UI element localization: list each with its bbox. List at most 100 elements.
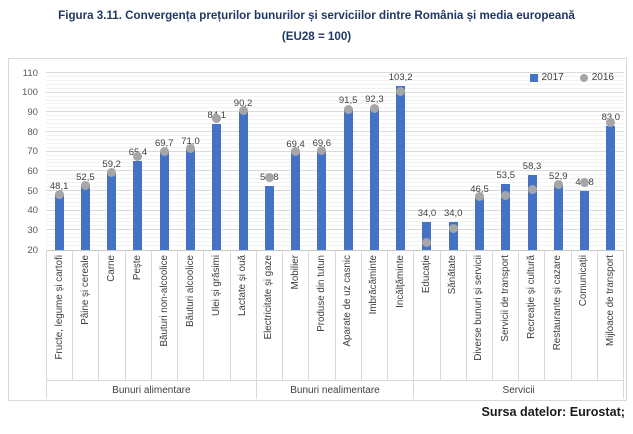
bar-2017 xyxy=(474,197,484,250)
gridline-minor xyxy=(46,83,624,85)
category-column: 59,2 xyxy=(99,73,125,250)
category-label: Carne xyxy=(106,255,118,282)
category-column: 69,6 xyxy=(309,73,335,250)
category-column: 71,0 xyxy=(177,73,203,250)
category-label: Aparate de uz casnic xyxy=(342,255,354,347)
gridline-major xyxy=(46,190,624,191)
y-axis: 110 100 90 80 70 60 50 40 30 20 xyxy=(9,59,42,259)
bar-value-label: 91,5 xyxy=(338,95,358,107)
category-cell: Fructe, legume și cartofi xyxy=(46,250,74,380)
y-axis-label: 60 xyxy=(27,165,38,177)
gridline-major xyxy=(46,91,624,93)
bar-2017 xyxy=(606,126,616,250)
dot-2016 xyxy=(107,167,117,177)
gridline-minor xyxy=(46,182,624,184)
bar-value-label: 34,0 xyxy=(417,208,437,220)
category-cell: Ulei și grăsimi xyxy=(204,250,231,380)
category-column: 58,3 xyxy=(519,73,545,250)
gridline-minor xyxy=(46,99,624,101)
gridline-minor xyxy=(46,127,624,129)
gridline-minor xyxy=(46,123,624,125)
dot-2016 xyxy=(396,87,406,97)
y-axis-label: 90 xyxy=(27,106,38,118)
gridline-minor xyxy=(46,138,624,140)
gridline-minor xyxy=(46,221,624,223)
category-column: 91,5 xyxy=(335,73,361,250)
category-column: 52,5 xyxy=(72,73,98,250)
bar-2017 xyxy=(107,172,117,250)
gridline-minor xyxy=(46,193,624,195)
dot-2016 xyxy=(133,152,143,162)
y-axis-label: 110 xyxy=(22,67,38,79)
bar-2017 xyxy=(501,184,511,250)
gridline-minor xyxy=(46,201,624,203)
legend-circle-icon xyxy=(579,73,588,82)
y-axis-label: 50 xyxy=(27,185,38,197)
bar-2017 xyxy=(553,185,563,250)
category-cell: Electricitate și gaze xyxy=(257,250,284,380)
group-label: Servicii xyxy=(414,381,625,399)
bar-value-label: 69,7 xyxy=(154,138,174,150)
gridline-minor xyxy=(46,95,624,97)
dot-2016 xyxy=(317,146,327,156)
category-label: Îmbrăcăminte xyxy=(368,255,380,315)
gridline-minor xyxy=(46,134,624,136)
gridline-minor xyxy=(46,158,624,160)
bar-2017 xyxy=(369,107,379,250)
category-label: Produse din tutun xyxy=(315,255,327,332)
dot-2016 xyxy=(80,180,90,190)
gridline-minor xyxy=(46,186,624,188)
bar-value-label: 34,0 xyxy=(443,208,463,220)
bar-value-label: 103,2 xyxy=(388,72,413,84)
category-label: Băuturi alcoolice xyxy=(184,255,196,327)
gridline-minor xyxy=(46,241,624,243)
bar-2017 xyxy=(527,174,537,250)
gridline-major xyxy=(46,170,624,172)
bar-2017 xyxy=(448,222,458,250)
category-label: Comunicații xyxy=(578,255,590,307)
category-label: Educație xyxy=(420,255,432,294)
gridline-minor xyxy=(46,197,624,199)
category-label: Băuturi non-alcoolice xyxy=(158,255,170,347)
category-cell: Mijloace de transport xyxy=(598,250,625,380)
bar-2017 xyxy=(291,152,301,250)
y-axis-label: 80 xyxy=(27,126,38,138)
dot-2016 xyxy=(553,179,563,189)
dot-2016 xyxy=(501,191,511,201)
source-note: Sursa datelor: Eurostat; xyxy=(481,405,625,419)
dot-2016 xyxy=(369,103,379,113)
category-label: Pește xyxy=(132,255,144,281)
category-column: 49,8 xyxy=(571,73,597,250)
category-cell: Băuturi alcoolice xyxy=(178,250,205,380)
figure-title-line2: (EU28 = 100) xyxy=(281,30,352,43)
gridline-minor xyxy=(46,217,624,219)
category-column: 52,9 xyxy=(545,73,571,250)
gridline-minor xyxy=(46,146,624,148)
category-label: Sănătate xyxy=(447,255,459,295)
gridline-major xyxy=(46,209,624,211)
category-label: Diverse bunuri și servicii xyxy=(473,255,485,361)
bar-value-label: 52,9 xyxy=(549,171,568,183)
category-label: Mijloace de transport xyxy=(604,255,616,346)
gridline-minor xyxy=(46,162,624,164)
plot-area: 48,1 52,5 59,2 65,469,7 71,0 84,190,252,8 69,4… xyxy=(46,72,624,251)
category-cell: Sănătate xyxy=(441,250,467,380)
category-cell: Recreație și cultură xyxy=(519,250,546,380)
legend: 2017 2016 xyxy=(529,72,614,83)
category-cell: Băuturi non-alcoolice xyxy=(152,250,179,380)
gridline-major xyxy=(46,111,624,113)
category-axis: Fructe, legume și cartofi Pâine și cereal… xyxy=(46,250,625,381)
bar-value-label: 53,5 xyxy=(496,170,516,182)
category-column: 53,5 xyxy=(493,73,519,250)
dot-2016 xyxy=(606,117,616,127)
dot-2016 xyxy=(580,177,590,187)
category-column: 103,2 xyxy=(388,73,414,250)
category-label: Pâine și cereale xyxy=(79,255,91,325)
dot-2016 xyxy=(527,184,537,194)
category-cell: Educație xyxy=(414,250,441,380)
legend-label-2016: 2016 xyxy=(591,72,614,83)
category-label: Electricitate și gaze xyxy=(263,255,275,340)
gridline-minor xyxy=(46,87,624,89)
bar-value-label: 46,5 xyxy=(470,183,489,195)
